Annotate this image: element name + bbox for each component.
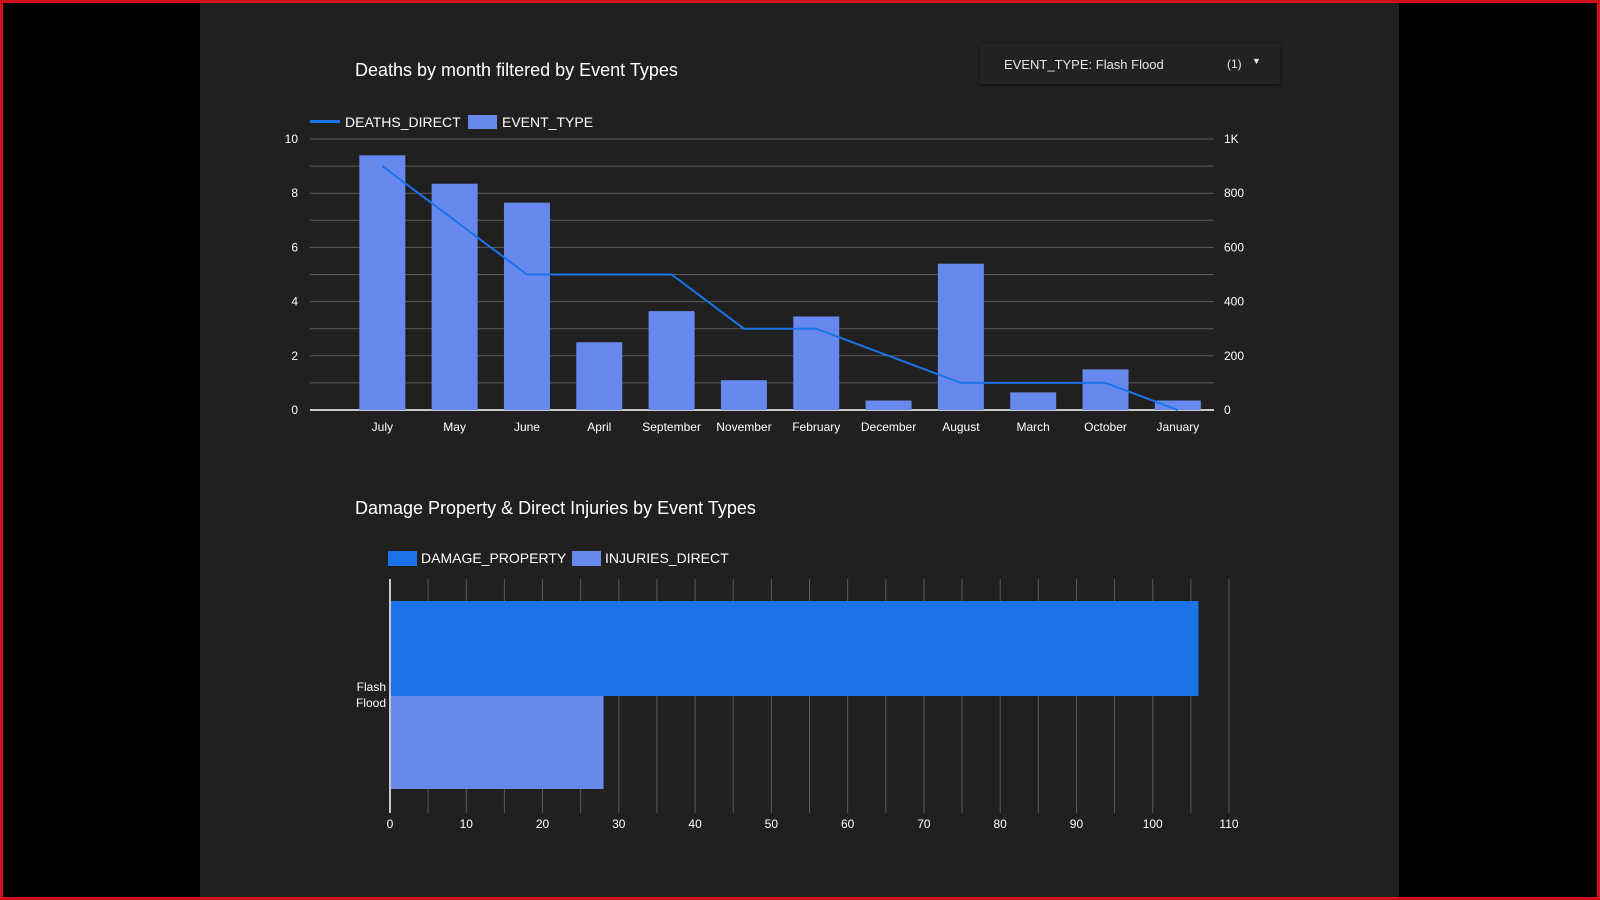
y-left-tick-label: 2 bbox=[291, 349, 298, 363]
x-tick-label: 50 bbox=[765, 817, 779, 831]
legend-label-damage-property: DAMAGE_PROPERTY bbox=[421, 550, 567, 566]
x-tick-label: 30 bbox=[612, 817, 626, 831]
legend-swatch-deaths-direct bbox=[310, 120, 340, 123]
deaths-by-month-chart: 0 2 4 6 8 10 0 200 400 600 800 1K July May June April Se… bbox=[285, 114, 1245, 434]
y-left-tick-label: 10 bbox=[285, 132, 299, 146]
caret-down-icon[interactable]: ▼ bbox=[1252, 56, 1261, 66]
bar-injuries-direct bbox=[391, 696, 604, 789]
chart1-title: Deaths by month filtered by Event Types bbox=[355, 60, 678, 80]
y-category-label: Flash bbox=[357, 680, 386, 694]
x-tick-label: February bbox=[792, 420, 840, 434]
x-tick-label: 10 bbox=[460, 817, 474, 831]
x-tick-label: March bbox=[1017, 420, 1050, 434]
x-tick-label: 20 bbox=[536, 817, 550, 831]
bar-december bbox=[865, 400, 912, 410]
x-tick-label: 100 bbox=[1143, 817, 1163, 831]
deaths-direct-line bbox=[381, 165, 1179, 411]
event-type-filter[interactable]: EVENT_TYPE: Flash Flood (1) ▼ bbox=[980, 44, 1280, 84]
y-right-tick-label: 200 bbox=[1224, 349, 1244, 363]
x-tick-label: October bbox=[1084, 420, 1127, 434]
x-tick-label: April bbox=[587, 420, 611, 434]
x-tick-label: 110 bbox=[1219, 817, 1238, 831]
x-tick-label: 70 bbox=[917, 817, 931, 831]
x-tick-label: 60 bbox=[841, 817, 855, 831]
filter-count: (1) bbox=[1227, 57, 1242, 71]
x-tick-label: May bbox=[443, 420, 466, 434]
y-category-label: Flood bbox=[356, 696, 386, 710]
x-tick-label: August bbox=[942, 420, 980, 434]
bar-july bbox=[359, 155, 406, 410]
y-left-tick-label: 4 bbox=[291, 295, 298, 309]
x-tick-label: 90 bbox=[1070, 817, 1084, 831]
chart2-title: Damage Property & Direct Injuries by Eve… bbox=[355, 498, 756, 518]
y-right-tick-label: 0 bbox=[1224, 403, 1231, 417]
x-tick-label: 40 bbox=[688, 817, 702, 831]
x-tick-label: July bbox=[372, 420, 393, 434]
x-tick-label: November bbox=[716, 420, 771, 434]
y-left-tick-label: 8 bbox=[291, 186, 298, 200]
bar-august bbox=[937, 263, 984, 410]
legend-label-deaths-direct: DEATHS_DIRECT bbox=[345, 114, 461, 130]
bar-january bbox=[1154, 400, 1201, 410]
y-right-tick-label: 600 bbox=[1224, 240, 1244, 254]
bar-february bbox=[793, 316, 840, 410]
y-right-tick-label: 400 bbox=[1224, 295, 1244, 309]
bar-september bbox=[648, 311, 695, 410]
x-tick-label: January bbox=[1156, 420, 1199, 434]
legend-label-event-type: EVENT_TYPE bbox=[502, 114, 593, 130]
x-tick-label: 80 bbox=[994, 817, 1008, 831]
bar-damage-property bbox=[391, 601, 1199, 696]
x-tick-label: June bbox=[514, 420, 540, 434]
x-tick-label: December bbox=[861, 420, 916, 434]
legend-label-injuries-direct: INJURIES_DIRECT bbox=[605, 550, 729, 566]
x-tick-label: 0 bbox=[387, 817, 394, 831]
y-right-tick-label: 800 bbox=[1224, 186, 1244, 200]
filter-label: EVENT_TYPE: Flash Flood bbox=[1004, 57, 1164, 72]
y-left-tick-label: 0 bbox=[291, 403, 298, 417]
bar-november bbox=[720, 380, 767, 410]
y-left-tick-label: 6 bbox=[291, 240, 298, 254]
dashboard-canvas: Deaths by month filtered by Event Types … bbox=[200, 3, 1399, 897]
bar-june bbox=[503, 202, 550, 410]
y-right-tick-label: 1K bbox=[1224, 132, 1239, 146]
legend-swatch-injuries-direct bbox=[572, 551, 601, 566]
legend-swatch-event-type bbox=[468, 115, 497, 129]
bar-april bbox=[576, 342, 623, 410]
legend-swatch-damage-property bbox=[388, 551, 417, 566]
x-tick-label: September bbox=[642, 420, 701, 434]
damage-injuries-chart: Flash Flood 0 10 20 30 40 50 60 70 80 90 100 110 DAMAG… bbox=[356, 550, 1239, 831]
bar-march bbox=[1010, 392, 1057, 410]
